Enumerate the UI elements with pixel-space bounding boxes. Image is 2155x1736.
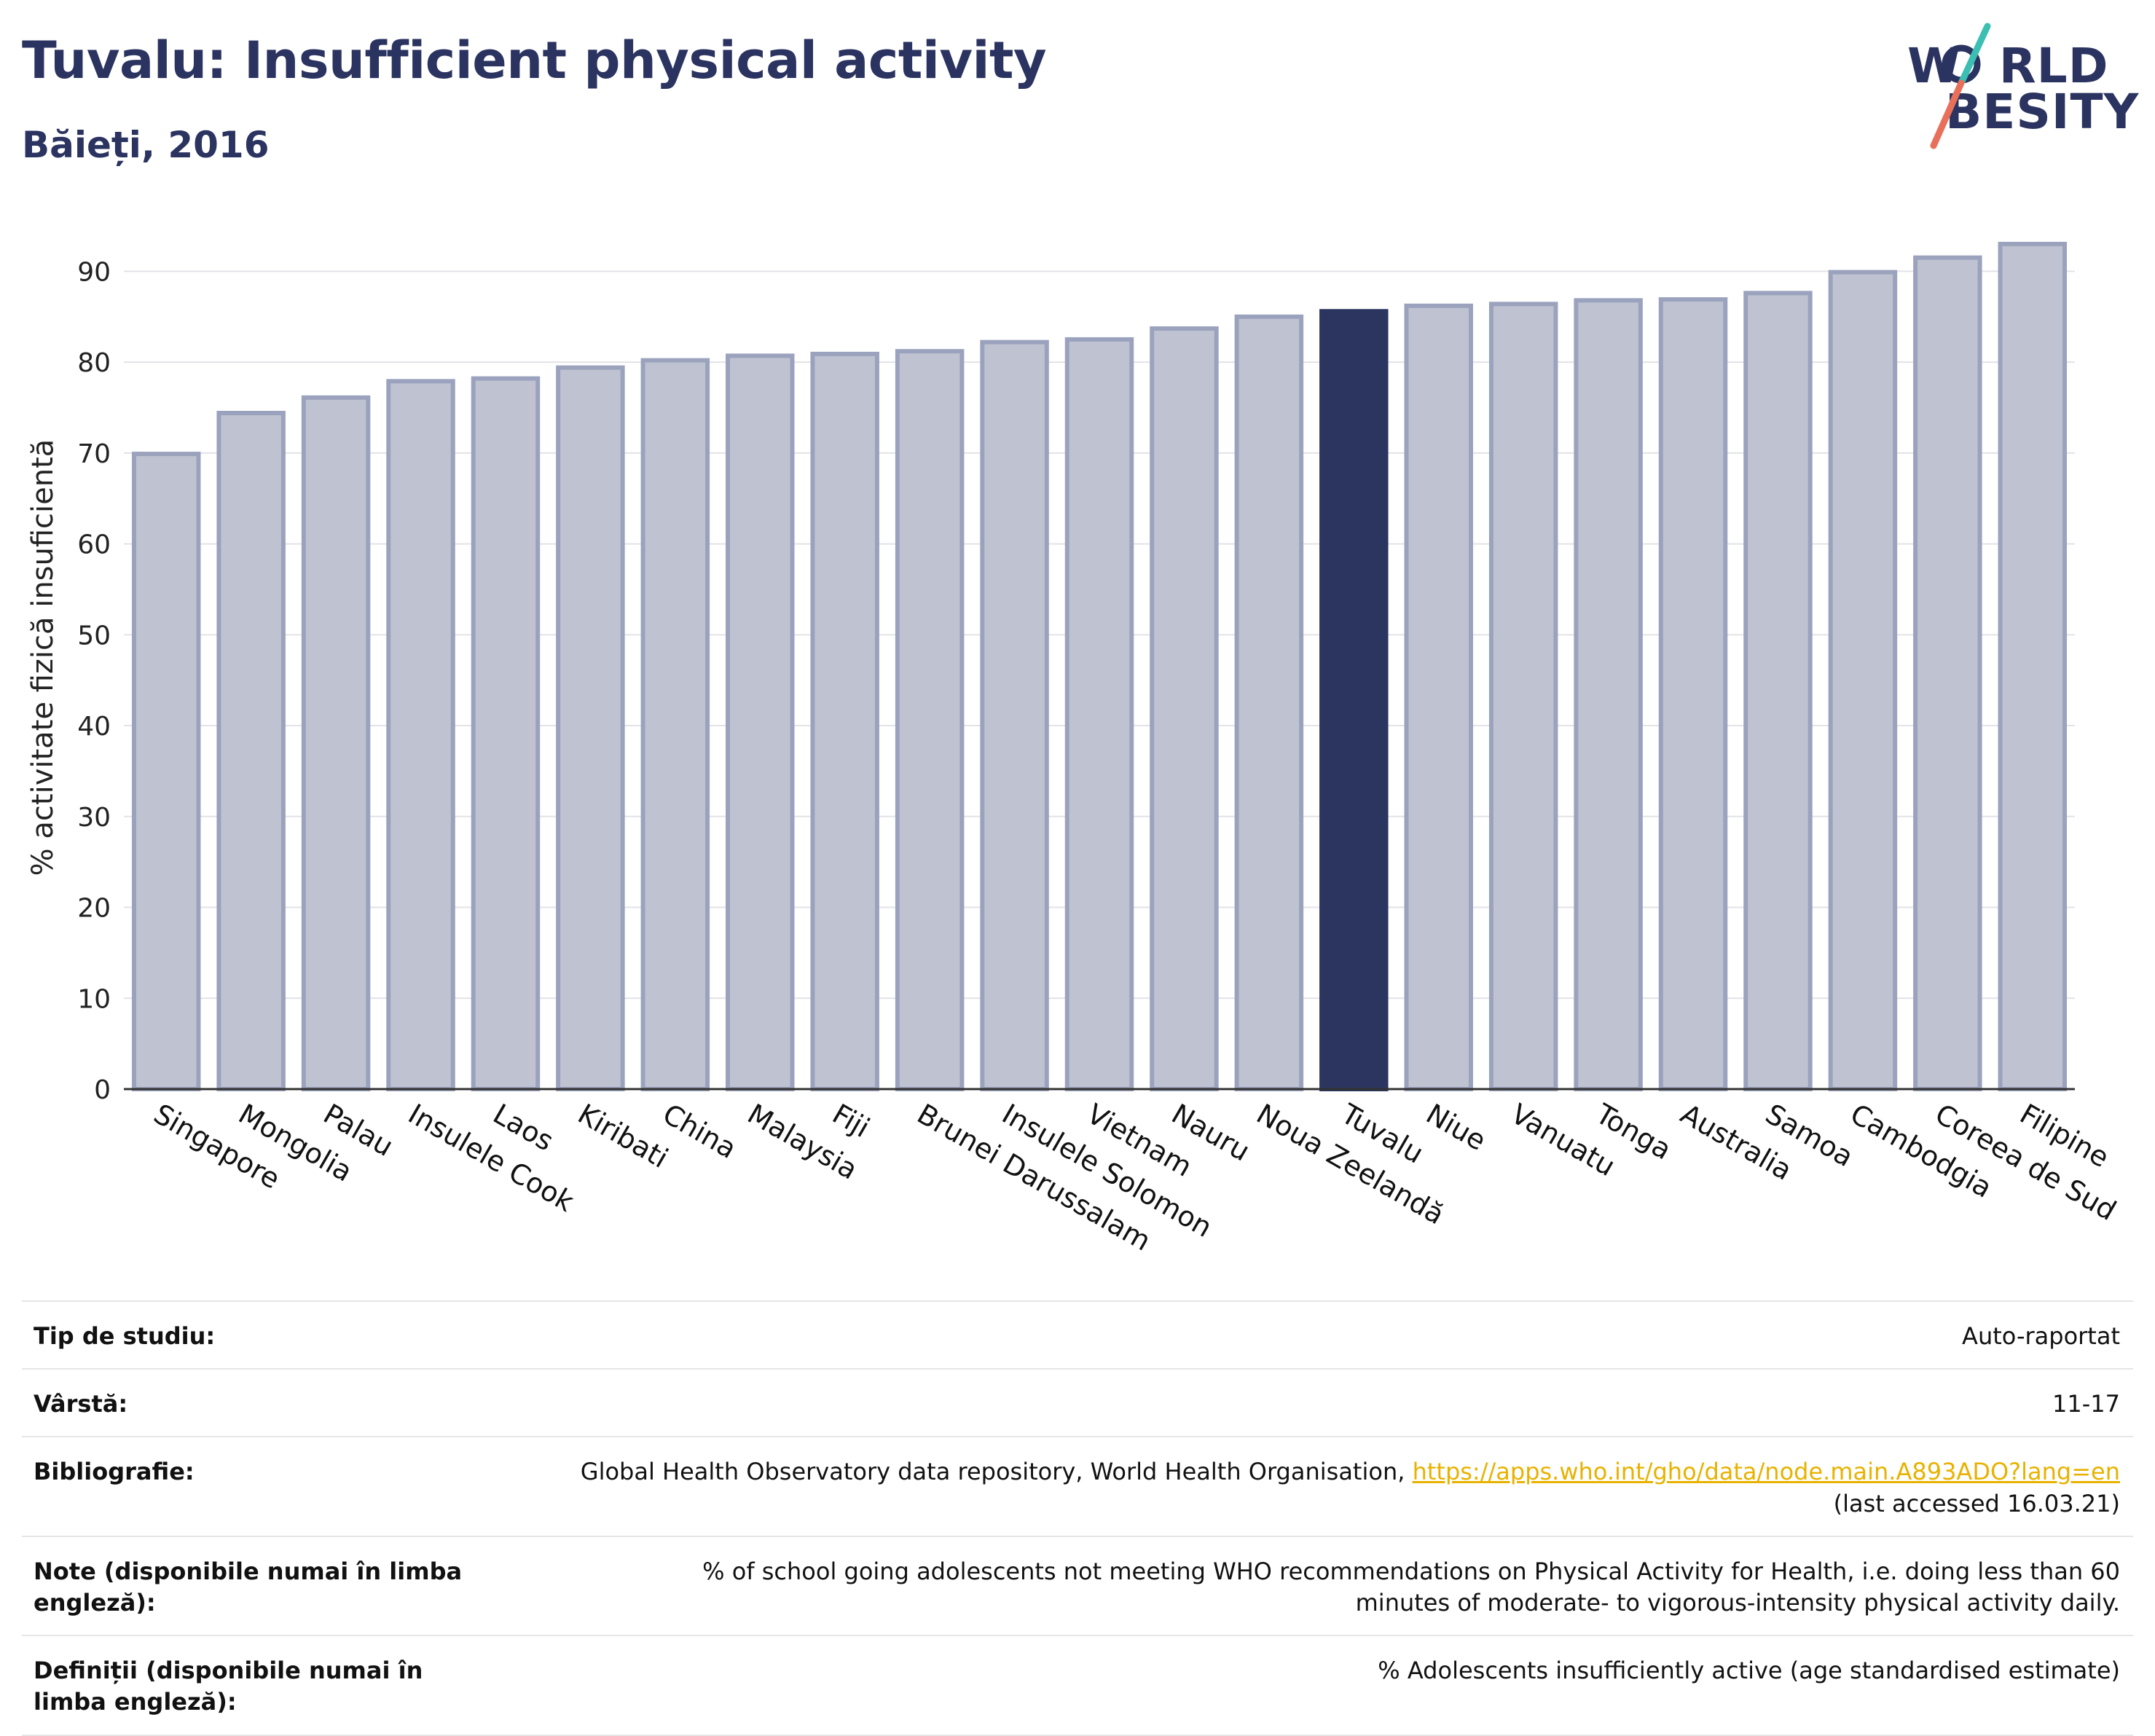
bar-singapore — [131, 452, 201, 1091]
y-tick-label: 10 — [77, 984, 111, 1014]
meta-row-age: Vârstă: 11-17 — [22, 1368, 2133, 1436]
meta-value: % Adolescents insufficiently active (age… — [1378, 1657, 2120, 1685]
x-tick-label: China — [657, 1098, 742, 1165]
bibliography-link[interactable]: https://apps.who.int/gho/data/node.main.… — [1412, 1458, 2120, 1486]
bar-fiji — [810, 351, 879, 1091]
meta-row-bibliography: Bibliografie: Global Health Observatory … — [22, 1436, 2133, 1535]
meta-label: Tip de studiu: — [34, 1322, 216, 1350]
x-tick-label: Insulele Cook — [403, 1098, 579, 1218]
bar-nauru — [1150, 326, 1219, 1091]
y-tick-label: 20 — [77, 894, 111, 924]
bar-australia — [1658, 297, 1728, 1091]
meta-label: Note (disponibile numai în limba engleză… — [34, 1557, 463, 1617]
logo-line-1: W RLD — [1907, 38, 2109, 94]
meta-value: 11-17 — [2052, 1390, 2120, 1418]
chart-subtitle: Băieți, 2016 — [22, 124, 270, 166]
x-tick-label: Kiribati — [573, 1098, 674, 1174]
y-tick-label: 90 — [77, 257, 111, 287]
bar-tonga — [1574, 298, 1643, 1092]
y-tick-label: 80 — [77, 348, 111, 378]
bar-vietnam — [1064, 337, 1134, 1092]
bar-samoa — [1743, 291, 1813, 1091]
meta-value: % of school going adolescents not meetin… — [702, 1557, 2120, 1617]
bar-noua-zeeland- — [1234, 314, 1304, 1092]
meta-row-definitions: Definiții (disponibile numai în limba en… — [22, 1635, 2133, 1736]
bar-malaysia — [726, 353, 795, 1092]
y-axis-label: % activitate fizică insuficientă — [26, 439, 60, 876]
bar-mongolia — [216, 410, 286, 1091]
bar-chart: 0 10 20 30 40 50 60 70 80 90 % activitate fizică i… — [26, 241, 2121, 1257]
bar-insulele-solomon — [980, 339, 1049, 1091]
y-tick-label: 0 — [94, 1075, 111, 1105]
meta-label: Vârstă: — [34, 1390, 128, 1418]
bar-niue — [1404, 303, 1473, 1091]
y-tick-label: 70 — [77, 439, 111, 469]
bar-filipine — [1998, 241, 2068, 1091]
y-tick-label: 40 — [77, 712, 111, 742]
meta-row-notes: Note (disponibile numai în limba engleză… — [22, 1535, 2133, 1635]
meta-label: Bibliografie: — [34, 1458, 195, 1486]
bar-china — [640, 358, 710, 1091]
meta-value: Global Health Observatory data repositor… — [543, 1456, 2120, 1519]
bar-vanuatu — [1488, 302, 1558, 1091]
bar-coreea-de-sud — [1913, 255, 1982, 1092]
bar-laos — [471, 376, 541, 1091]
logo-slash-icon — [1930, 23, 1991, 149]
metadata-table: Tip de studiu: Auto-raportat Vârstă: 11-… — [22, 1300, 2133, 1736]
bar-cambodgia — [1828, 270, 1898, 1091]
bar-palau — [301, 395, 371, 1091]
y-tick-label: 30 — [77, 803, 111, 833]
logo-line-2: BESITY — [1945, 84, 2140, 140]
chart-title: Tuvalu: Insufficient physical activity — [22, 31, 1047, 90]
bar-tuvalu — [1319, 309, 1389, 1091]
world-obesity-logo: W RLD BESITY — [1901, 22, 2142, 153]
meta-row-study-type: Tip de studiu: Auto-raportat — [22, 1300, 2133, 1368]
x-tick-label: Fiji — [827, 1098, 875, 1144]
meta-label: Definiții (disponibile numai în limba en… — [34, 1657, 423, 1716]
bibliography-text: Global Health Observatory data repositor… — [580, 1458, 1413, 1486]
x-tick-label: Niue — [1421, 1098, 1491, 1157]
last-accessed-text: (last accessed 16.03.21) — [1833, 1489, 2120, 1517]
y-tick-label: 60 — [77, 530, 111, 560]
y-tick-label: 50 — [77, 621, 111, 651]
meta-value: Auto-raportat — [1962, 1322, 2120, 1350]
bar-insulele-cook — [386, 379, 455, 1091]
bar-brunei-darussalam — [895, 349, 965, 1091]
bar-kiribati — [556, 365, 625, 1091]
